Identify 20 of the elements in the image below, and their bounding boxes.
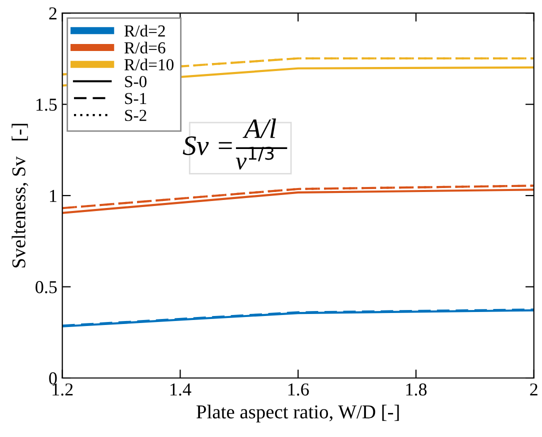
x-tick-label: 1.4 (170, 383, 192, 396)
x-tick-label: 1.2 (52, 383, 73, 396)
y-tick-label: 1.5 (36, 98, 57, 111)
legend-label: S-0 (125, 76, 147, 88)
y-tick-label: 0 (49, 372, 57, 384)
x-tick-label: 1.8 (406, 383, 427, 396)
legend-label: S-2 (125, 110, 146, 122)
legend-label: S-1 (125, 92, 146, 104)
x-tick-label: 1.6 (288, 383, 309, 396)
legend-label: R/d=10 (124, 58, 174, 70)
y-tick-label: 0.5 (36, 281, 57, 294)
x-tick-label: 2 (530, 383, 538, 396)
annotation: A/l (242, 118, 276, 138)
annotation: Sv = (182, 136, 232, 156)
x-axis-title: Plate aspect ratio, W/D [-] (196, 404, 399, 422)
y-axis-title: Svelteness, Sv [-] (12, 124, 28, 268)
y-tick-label: 2 (49, 7, 56, 20)
legend-label: R/d=2 (124, 24, 165, 37)
legend-label: R/d=6 (124, 42, 166, 54)
y-tick-label: 1 (50, 190, 56, 202)
